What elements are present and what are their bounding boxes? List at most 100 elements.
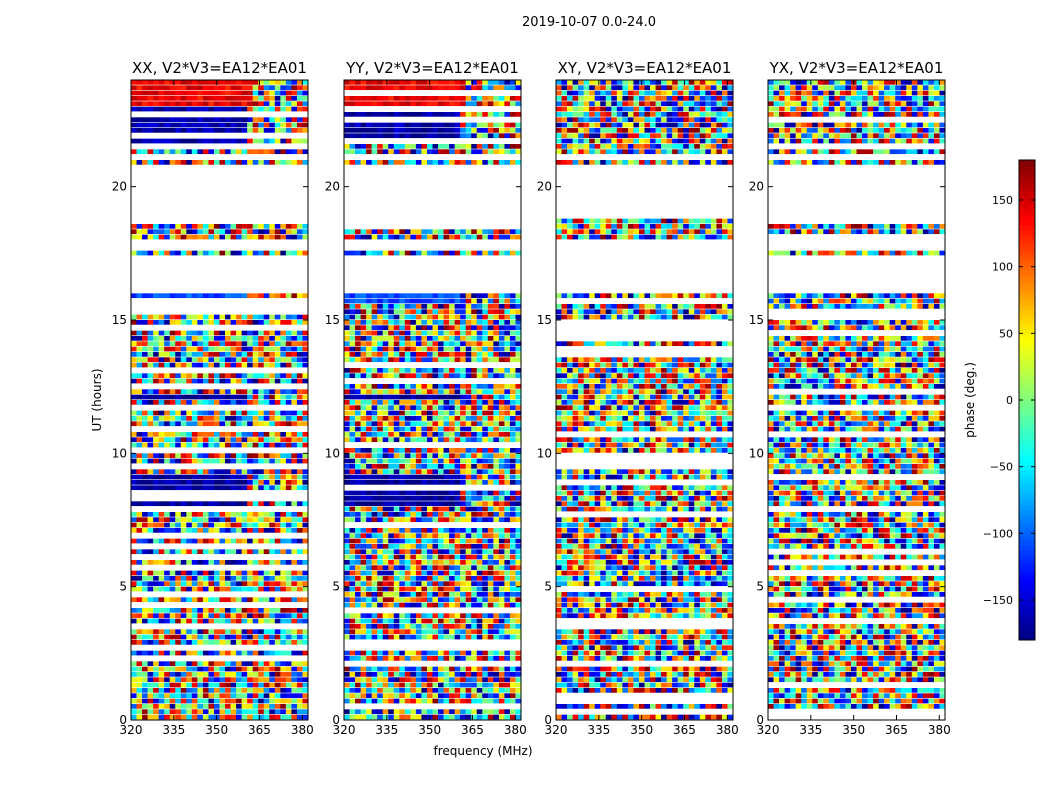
heatmap-cell <box>449 554 455 560</box>
heatmap-cell <box>438 560 444 565</box>
heatmap-cell <box>377 346 384 352</box>
heatmap-cell <box>465 496 472 501</box>
heatmap-cell <box>142 442 148 448</box>
heatmap-cell <box>509 650 516 656</box>
heatmap-cell <box>426 448 433 453</box>
heatmap-cell <box>515 464 522 469</box>
heatmap-cell <box>219 650 226 656</box>
heatmap-cell <box>208 469 215 475</box>
heatmap-cell <box>158 688 165 693</box>
heatmap-cell <box>208 432 215 437</box>
heatmap-cell <box>136 501 143 507</box>
heatmap-cell <box>421 421 428 427</box>
heatmap-cell <box>349 682 356 688</box>
heatmap-cell <box>230 597 237 603</box>
heatmap-cell <box>285 474 292 480</box>
heatmap-cell <box>399 634 406 640</box>
heatmap-cell <box>186 293 193 299</box>
heatmap-cell <box>399 565 406 571</box>
heatmap-cell <box>136 357 143 363</box>
heatmap-cell <box>443 565 450 571</box>
heatmap-cell <box>269 704 276 709</box>
heatmap-cell <box>302 469 309 475</box>
heatmap-cell <box>366 432 372 437</box>
heatmap-cell <box>476 480 483 485</box>
heatmap-cell <box>131 149 137 155</box>
heatmap-cell <box>197 389 204 395</box>
heatmap-cell <box>432 693 439 699</box>
heatmap-cell <box>388 581 395 587</box>
heatmap-cell <box>487 480 494 485</box>
heatmap-cell <box>291 469 298 475</box>
heatmap-cell <box>454 336 461 341</box>
heatmap-cell <box>393 501 400 507</box>
heatmap-cell <box>471 576 478 581</box>
heatmap-cell <box>476 512 483 517</box>
heatmap-cell <box>175 128 182 133</box>
heatmap-cell <box>258 528 265 533</box>
heatmap-cell <box>258 501 265 507</box>
heatmap-cell <box>482 330 489 336</box>
heatmap-cell <box>269 160 276 165</box>
heatmap-cell <box>164 442 171 448</box>
heatmap-cell <box>247 90 253 96</box>
heatmap-cell <box>153 698 159 704</box>
heatmap-cell <box>263 416 270 421</box>
heatmap-cell <box>509 624 516 629</box>
heatmap-cell <box>202 442 209 448</box>
heatmap-cell <box>498 128 505 133</box>
heatmap-cell <box>509 554 516 560</box>
heatmap-cell <box>252 698 259 704</box>
heatmap-cell <box>487 410 494 416</box>
heatmap-cell <box>247 528 253 533</box>
heatmap-cell <box>476 677 483 683</box>
heatmap-cell <box>504 613 511 619</box>
heatmap-cell <box>487 538 494 544</box>
heatmap-cell <box>142 250 148 256</box>
heatmap-cell <box>344 325 350 331</box>
heatmap-cell <box>482 592 489 597</box>
heatmap-cell <box>202 341 209 347</box>
heatmap-cell <box>415 421 422 427</box>
heatmap-cell <box>236 618 242 624</box>
heatmap-cell <box>208 538 215 544</box>
heatmap-cell <box>252 421 259 427</box>
heatmap-cell <box>355 544 361 549</box>
heatmap-cell <box>509 144 516 149</box>
heatmap-cell <box>515 576 522 581</box>
heatmap-cell <box>393 602 400 608</box>
heatmap-cell <box>142 352 148 357</box>
heatmap-cell <box>410 421 417 427</box>
heatmap-cell <box>136 378 143 384</box>
heatmap-cell <box>213 138 220 144</box>
heatmap-cell <box>164 613 171 619</box>
heatmap-cell <box>349 597 356 603</box>
heatmap-cell <box>158 661 165 667</box>
heatmap-cell <box>236 512 242 517</box>
heatmap-cell <box>498 554 505 560</box>
heatmap-cell <box>147 501 154 507</box>
heatmap-cell <box>454 592 461 597</box>
heatmap-cell <box>247 597 253 603</box>
heatmap-cell <box>360 394 367 400</box>
heatmap-cell <box>296 608 303 613</box>
heatmap-cell <box>476 341 483 347</box>
heatmap-cell <box>460 549 466 555</box>
heatmap-cell <box>421 592 428 597</box>
heatmap-cell <box>377 336 384 341</box>
heatmap-cell <box>382 602 389 608</box>
heatmap-cell <box>349 304 356 309</box>
heatmap-cell <box>498 336 505 341</box>
heatmap-cell <box>197 320 204 325</box>
heatmap-cell <box>421 229 428 235</box>
heatmap-cell <box>269 714 276 720</box>
heatmap-cell <box>142 469 148 475</box>
heatmap-cell <box>241 570 248 576</box>
heatmap-cell <box>443 160 450 165</box>
heatmap-cell <box>487 421 494 427</box>
heatmap-cell <box>158 330 165 336</box>
heatmap-cell <box>225 122 231 128</box>
heatmap-cell <box>355 144 361 149</box>
heatmap-cell <box>213 485 220 491</box>
